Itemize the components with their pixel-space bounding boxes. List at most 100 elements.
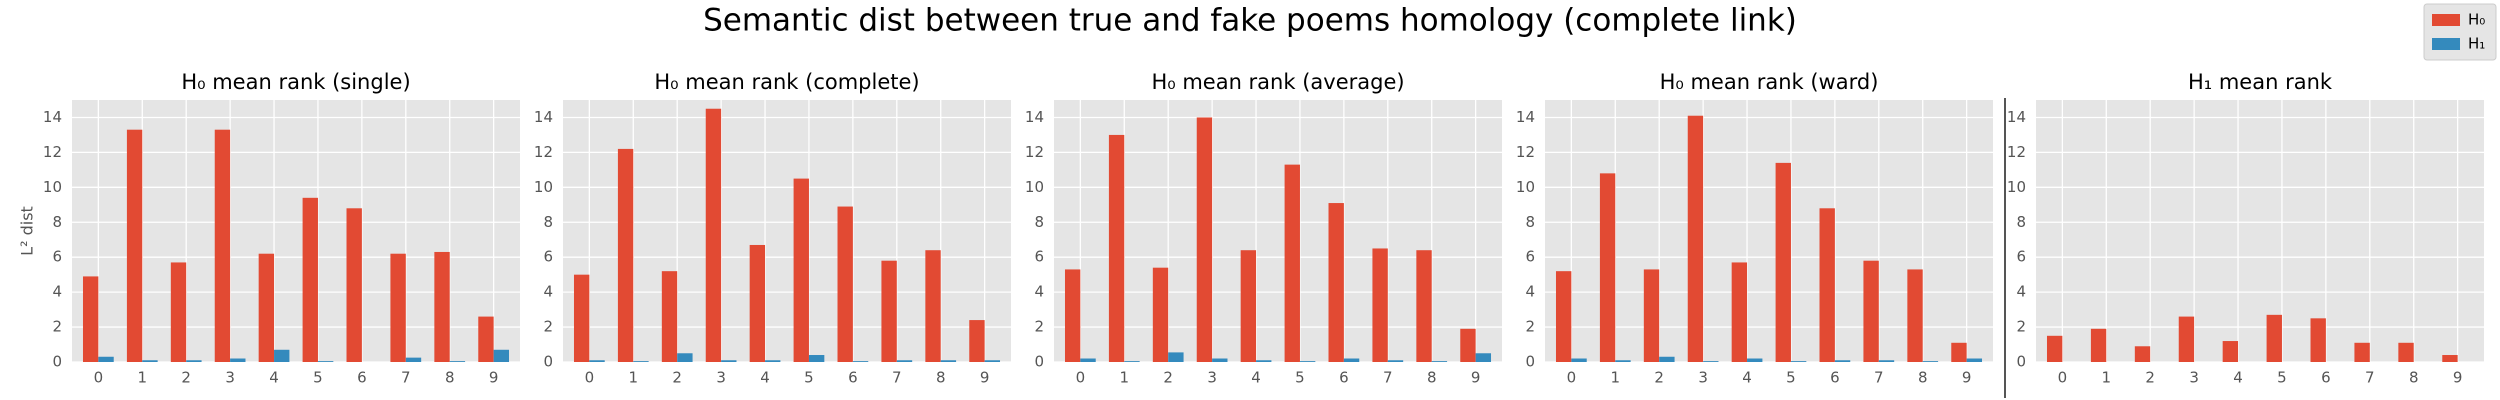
bar [1922, 361, 1939, 362]
bar [1343, 358, 1360, 362]
y-tick-label: 6 [52, 248, 62, 266]
x-tick-label: 8 [445, 369, 455, 387]
bar [705, 108, 722, 362]
bar [1863, 260, 1879, 362]
bar [1819, 208, 1835, 362]
bar [2354, 342, 2370, 362]
bar [1731, 262, 1748, 362]
y-tick-label: 4 [52, 283, 62, 301]
bar [837, 206, 853, 362]
bar [1571, 358, 1587, 362]
x-tick-label: 0 [1567, 369, 1577, 387]
x-tick-label: 6 [1830, 369, 1840, 387]
y-tick-label: 0 [52, 353, 62, 371]
bar [1599, 173, 1616, 362]
bar [346, 208, 362, 362]
bar [1555, 271, 1572, 362]
y-tick-label: 2 [2016, 318, 2026, 336]
x-tick-label: 5 [804, 369, 814, 387]
y-tick-label: 6 [2016, 248, 2026, 266]
bar [633, 361, 649, 362]
x-tick-label: 5 [313, 369, 323, 387]
subplot-title: H₀ mean rank (complete) [654, 70, 919, 94]
bar [1124, 361, 1140, 362]
bar [1431, 361, 1448, 362]
y-tick-label: 6 [1525, 248, 1535, 266]
bar [984, 360, 1001, 362]
bar [1687, 115, 1704, 362]
y-tick-label: 2 [1525, 318, 1535, 336]
x-tick-label: 7 [401, 369, 411, 387]
y-tick-label: 0 [1525, 353, 1535, 371]
bar [478, 316, 494, 362]
y-tick-label: 12 [1025, 143, 1044, 161]
subplot-title: H₀ mean rank (average) [1151, 70, 1404, 94]
bar [721, 360, 737, 362]
y-tick-label: 14 [1516, 108, 1535, 126]
bar [317, 361, 334, 362]
bar [2134, 346, 2151, 362]
bar [573, 274, 590, 362]
bar [82, 276, 99, 362]
x-tick-label: 4 [2233, 369, 2243, 387]
legend-swatch [2432, 38, 2460, 50]
x-tick-label: 3 [1698, 369, 1708, 387]
y-tick-label: 8 [52, 213, 62, 231]
x-tick-label: 7 [1383, 369, 1393, 387]
bar [808, 355, 825, 362]
x-tick-label: 9 [980, 369, 990, 387]
y-tick-label: 12 [534, 143, 553, 161]
bar [1834, 360, 1851, 362]
y-tick-label: 2 [543, 318, 553, 336]
x-tick-label: 7 [1874, 369, 1884, 387]
y-tick-label: 14 [534, 108, 553, 126]
x-tick-label: 7 [2365, 369, 2375, 387]
x-tick-label: 8 [2409, 369, 2419, 387]
bar [1659, 356, 1675, 362]
bar [969, 320, 985, 362]
bar [126, 129, 143, 362]
bar [1703, 361, 1719, 362]
subplot-title: H₀ mean rank (ward) [1660, 70, 1879, 94]
bar [1460, 328, 1476, 362]
bar [2310, 318, 2326, 362]
x-tick-label: 8 [1427, 369, 1437, 387]
x-tick-label: 4 [760, 369, 770, 387]
x-tick-label: 9 [2453, 369, 2463, 387]
y-tick-label: 14 [2007, 108, 2026, 126]
bar [1790, 361, 1807, 362]
bar [449, 361, 466, 362]
y-tick-label: 8 [1034, 213, 1044, 231]
bar [896, 360, 913, 362]
y-tick-label: 10 [1516, 178, 1535, 196]
x-tick-label: 1 [1120, 369, 1130, 387]
legend-swatch [2432, 14, 2460, 26]
bar [1387, 360, 1404, 362]
y-tick-label: 4 [1525, 283, 1535, 301]
y-tick-label: 10 [534, 178, 553, 196]
plot-area [2036, 100, 2484, 362]
x-tick-label: 4 [1251, 369, 1261, 387]
bar [1966, 358, 1983, 362]
y-tick-label: 14 [1025, 108, 1044, 126]
bar [2442, 355, 2458, 362]
x-tick-label: 9 [1471, 369, 1481, 387]
bar [1951, 342, 1967, 362]
y-tick-label: 0 [2016, 353, 2026, 371]
bar [1643, 269, 1660, 362]
x-tick-label: 5 [1786, 369, 1796, 387]
x-tick-label: 2 [181, 369, 191, 387]
bar [390, 253, 406, 362]
x-tick-label: 1 [138, 369, 148, 387]
x-tick-label: 0 [1076, 369, 1086, 387]
bar [98, 356, 114, 362]
y-tick-label: 12 [43, 143, 62, 161]
x-tick-label: 6 [848, 369, 858, 387]
bar [434, 251, 450, 362]
bar [405, 357, 422, 362]
bar [1080, 358, 1096, 362]
bar [1284, 164, 1300, 362]
x-tick-label: 7 [892, 369, 902, 387]
y-tick-label: 8 [1525, 213, 1535, 231]
bar [1878, 360, 1895, 362]
